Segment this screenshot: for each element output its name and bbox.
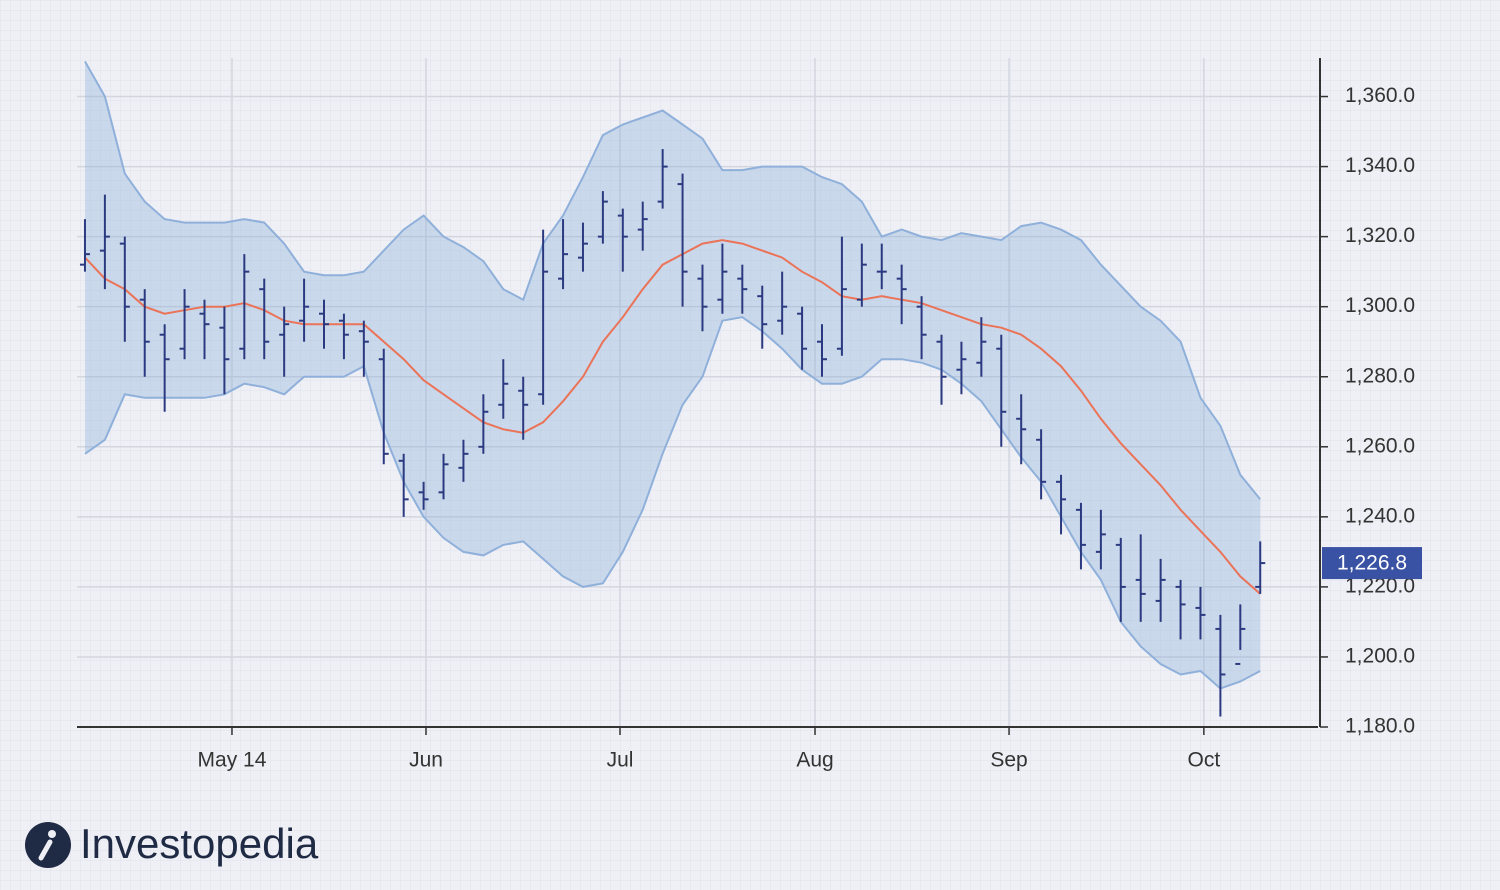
y-tick-label: 1,280.0 [1345, 364, 1415, 387]
y-tick-label: 1,240.0 [1345, 504, 1415, 527]
y-tick-label: 1,360.0 [1345, 84, 1415, 107]
y-tick-label: 1,340.0 [1345, 154, 1415, 177]
y-tick-label: 1,260.0 [1345, 434, 1415, 457]
logo-icon-dot [48, 830, 56, 838]
logo-text: Investopedia [80, 820, 319, 867]
x-tick-label: May 14 [198, 749, 267, 772]
axes: 1,180.0 1,200.0 1,220.0 1,240.0 1,260.0 1,280… [77, 58, 1422, 772]
band-middle [84, 239, 1261, 595]
band-upper [84, 61, 1261, 500]
x-tick-label: Aug [796, 749, 833, 772]
x-tick-label: Sep [990, 749, 1027, 772]
last-price-label: 1,226.8 [1337, 552, 1407, 575]
y-tick-label: 1,300.0 [1345, 294, 1415, 317]
grid [77, 58, 1318, 728]
logo-icon-stroke [38, 839, 53, 861]
x-tick-label: Jul [607, 749, 634, 772]
logo: Investopedia [25, 820, 319, 868]
bands [84, 61, 1261, 690]
bars [79, 149, 1266, 717]
y-tick-label: 1,220.0 [1345, 574, 1415, 597]
y-tick-label: 1,200.0 [1345, 644, 1415, 667]
y-tick-label: 1,320.0 [1345, 224, 1415, 247]
x-tick-label: Jun [409, 749, 443, 772]
y-tick-label: 1,180.0 [1345, 715, 1415, 738]
band-lower [84, 316, 1261, 690]
x-tick-label: Oct [1188, 749, 1221, 772]
last-price-box [1322, 547, 1422, 580]
band-fill [85, 61, 1261, 689]
